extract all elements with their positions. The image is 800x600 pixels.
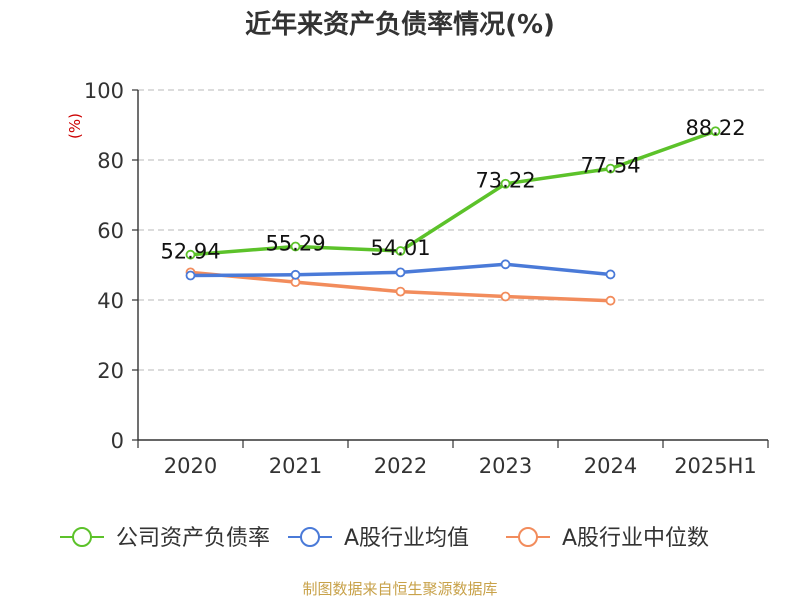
- data-point: [395, 246, 406, 256]
- legend: 公司资产负债率 A股行业均值 A股行业中位数: [60, 526, 709, 551]
- data-label: 55.29: [265, 231, 325, 255]
- x-tick-label: 2025H1: [674, 454, 757, 478]
- legend-marker: [300, 527, 320, 547]
- chart-title: 近年来资产负债率情况(%): [245, 10, 555, 40]
- data-point: [605, 269, 616, 280]
- source-note: 制图数据来自恒生聚源数据库: [302, 580, 498, 598]
- y-tick-label: 80: [97, 149, 124, 173]
- y-axis-label: (%): [66, 113, 84, 139]
- data-point: [605, 295, 616, 306]
- data-point: [290, 241, 301, 252]
- series-layer: [185, 126, 721, 306]
- data-labels: 52.94 55.29 54.01 73.22 77.54 88.22: [160, 116, 745, 263]
- legend-marker: [518, 527, 538, 547]
- legend-label: A股行业中位数: [562, 526, 709, 551]
- legend-label: 公司资产负债率: [116, 526, 270, 551]
- data-label: 88.22: [685, 116, 745, 140]
- data-point: [500, 291, 511, 302]
- y-tick-label: 100: [84, 79, 124, 103]
- grid-lines: [138, 89, 768, 371]
- y-tick-label: 40: [97, 289, 124, 313]
- x-tick-label: 2021: [269, 454, 322, 478]
- y-tick-label: 20: [97, 359, 124, 383]
- x-tick-label: 2022: [374, 454, 427, 478]
- data-point: [605, 163, 616, 174]
- legend-marker: [72, 527, 92, 547]
- data-label: 77.54: [580, 154, 640, 178]
- data-point: [710, 126, 721, 137]
- x-tick-label: 2023: [479, 454, 532, 478]
- axes: 0 20 40 60 80 100(%) 2020 2021 2022 2023 2024 2025H…: [66, 79, 769, 478]
- data-label: 52.94: [160, 240, 220, 264]
- data-point: [500, 259, 511, 270]
- y-tick-label: 60: [97, 219, 124, 243]
- legend-label: A股行业均值: [344, 526, 469, 551]
- data-point: [500, 178, 511, 189]
- data-point: [185, 249, 196, 260]
- series-line: [190, 129, 717, 257]
- x-tick-label: 2020: [164, 454, 217, 478]
- y-tick-label: 0: [111, 429, 124, 453]
- data-label: 54.01: [370, 236, 430, 260]
- data-point: [290, 269, 301, 280]
- data-point: [395, 286, 406, 297]
- x-tick-label: 2024: [584, 454, 637, 478]
- data-point: [395, 267, 406, 278]
- data-point: [185, 270, 196, 281]
- data-label: 73.22: [475, 169, 535, 193]
